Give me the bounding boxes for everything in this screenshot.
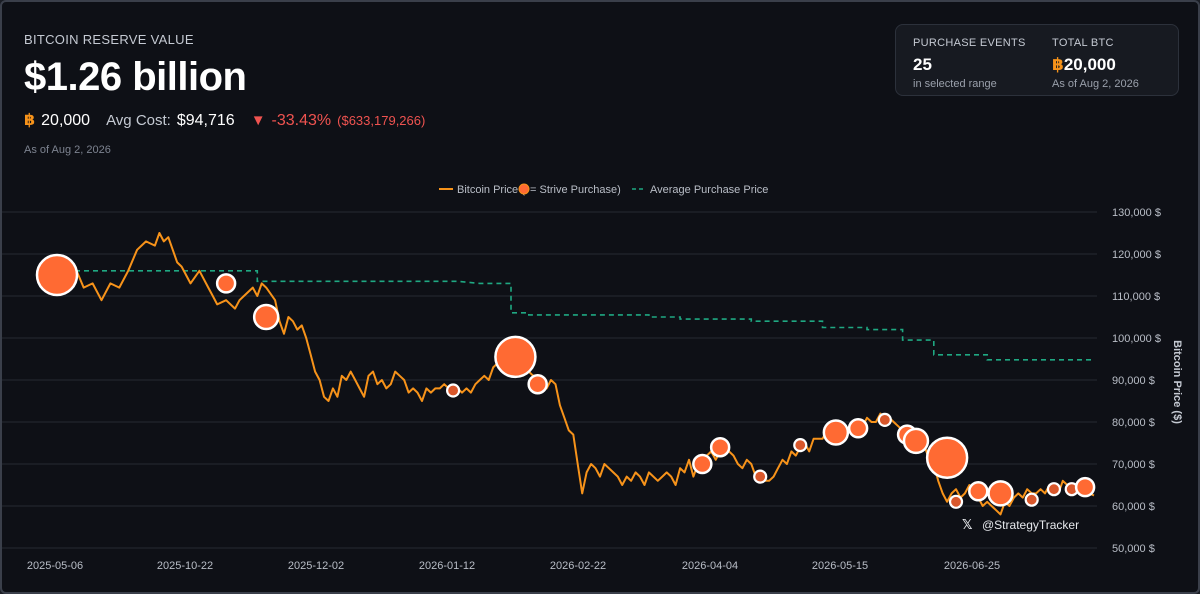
purchase-marker <box>925 436 969 479</box>
y-tick-label: 110,000 $ <box>1112 291 1160 303</box>
purchase-marker <box>847 418 869 439</box>
btc-amount: 20,000 <box>41 112 91 129</box>
legend-price-label-b: = Strive Purchase) <box>530 184 621 196</box>
x-axis-ticks: 2025-05-06 2025-10-22 2025-12-02 2026-01-12… <box>27 560 1000 572</box>
purchase-marker <box>709 436 731 458</box>
total-btc-value: ฿20,000 <box>1052 55 1139 75</box>
purchase-marker <box>446 383 461 398</box>
bitcoin-symbol-icon: ฿ <box>1052 55 1064 74</box>
reserve-label: BITCOIN RESERVE VALUE <box>24 32 194 47</box>
x-logo-icon: 𝕏 <box>962 517 973 532</box>
x-tick-label: 2025-12-02 <box>288 560 344 572</box>
purchase-marker <box>902 427 930 455</box>
y-tick-label: 130,000 $ <box>1112 207 1161 219</box>
purchase-marker <box>987 480 1014 507</box>
y-tick-label: 90,000 $ <box>1112 375 1155 387</box>
purchase-marker <box>494 335 537 379</box>
total-btc-amount: 20,000 <box>1063 55 1116 74</box>
purchase-events-value: 25 <box>913 55 932 74</box>
legend-purchase-dot-icon <box>518 183 530 195</box>
purchase-marker <box>968 481 989 502</box>
x-tick-label: 2026-02-22 <box>550 560 606 572</box>
x-tick-label: 2025-10-22 <box>157 560 213 572</box>
y-tick-label: 60,000 $ <box>1112 501 1155 513</box>
handle-text: @StrategyTracker <box>982 518 1079 532</box>
purchase-marker <box>948 494 964 509</box>
x-tick-label: 2025-05-06 <box>27 560 83 572</box>
avg-cost-value: $94,716 <box>176 112 235 129</box>
avg-cost-label: Avg Cost: <box>106 112 171 129</box>
reserve-summary: BITCOIN RESERVE VALUE $1.26 billion ฿ 20… <box>24 32 425 156</box>
purchase-marker <box>877 412 892 427</box>
total-btc-sub: As of Aug 2, 2026 <box>1052 78 1139 90</box>
change-percent: -33.43% <box>271 112 332 129</box>
y-tick-label: 80,000 $ <box>1112 417 1155 429</box>
total-btc-label: TOTAL BTC <box>1052 37 1114 49</box>
chart-legend: Bitcoin Price ( = Strive Purchase) Avera… <box>439 183 768 196</box>
x-tick-label: 2026-04-04 <box>682 560 738 572</box>
purchase-marker <box>692 453 713 475</box>
total-btc-stat: TOTAL BTC ฿20,000 As of Aug 2, 2026 <box>1052 37 1139 90</box>
x-tick-label: 2026-05-15 <box>812 560 868 572</box>
handle-watermark: 𝕏 @StrategyTracker <box>962 517 1079 532</box>
purchase-marker <box>1024 492 1039 507</box>
reserve-value: $1.26 billion <box>24 55 247 99</box>
as-of-date: As of Aug 2, 2026 <box>24 144 111 156</box>
purchase-events-sub: in selected range <box>913 78 997 90</box>
purchase-marker <box>793 438 808 453</box>
y-axis-label: Bitcoin Price ($) <box>1171 340 1183 424</box>
purchase-events-label: PURCHASE EVENTS <box>913 37 1026 49</box>
down-arrow-icon: ▼ <box>250 112 266 129</box>
y-axis-ticks: 130,000 $ 120,000 $ 110,000 $ 100,000 $ 90,0… <box>1112 207 1161 555</box>
bitcoin-symbol-icon: ฿ <box>24 112 36 129</box>
legend-average-label: Average Purchase Price <box>650 184 768 196</box>
purchase-events-stat: PURCHASE EVENTS 25 in selected range <box>913 37 1026 90</box>
change-usd: ($633,179,266) <box>337 113 426 128</box>
purchase-marker <box>1074 476 1096 498</box>
purchase-markers <box>35 253 1096 509</box>
grid-lines <box>2 211 1097 549</box>
y-tick-label: 120,000 $ <box>1112 249 1161 261</box>
purchase-marker <box>527 373 548 395</box>
purchase-marker <box>753 469 768 484</box>
summary-card: PURCHASE EVENTS 25 in selected range TOT… <box>895 24 1179 96</box>
x-tick-label: 2026-06-25 <box>944 560 1000 572</box>
purchase-marker <box>215 273 237 294</box>
purchase-marker <box>1046 482 1062 497</box>
purchase-marker <box>822 419 850 446</box>
y-tick-label: 100,000 $ <box>1112 333 1161 345</box>
y-tick-label: 50,000 $ <box>1112 543 1155 555</box>
reserve-details: ฿ 20,000 Avg Cost: $94,716 ▼ -33.43% ($6… <box>24 110 425 130</box>
legend-price-label-a: Bitcoin Price ( <box>457 184 525 196</box>
average-purchase-price-line <box>57 270 1094 361</box>
x-tick-label: 2026-01-12 <box>419 560 475 572</box>
purchase-marker <box>35 253 79 297</box>
purchase-marker <box>252 303 280 331</box>
y-tick-label: 70,000 $ <box>1112 459 1155 471</box>
